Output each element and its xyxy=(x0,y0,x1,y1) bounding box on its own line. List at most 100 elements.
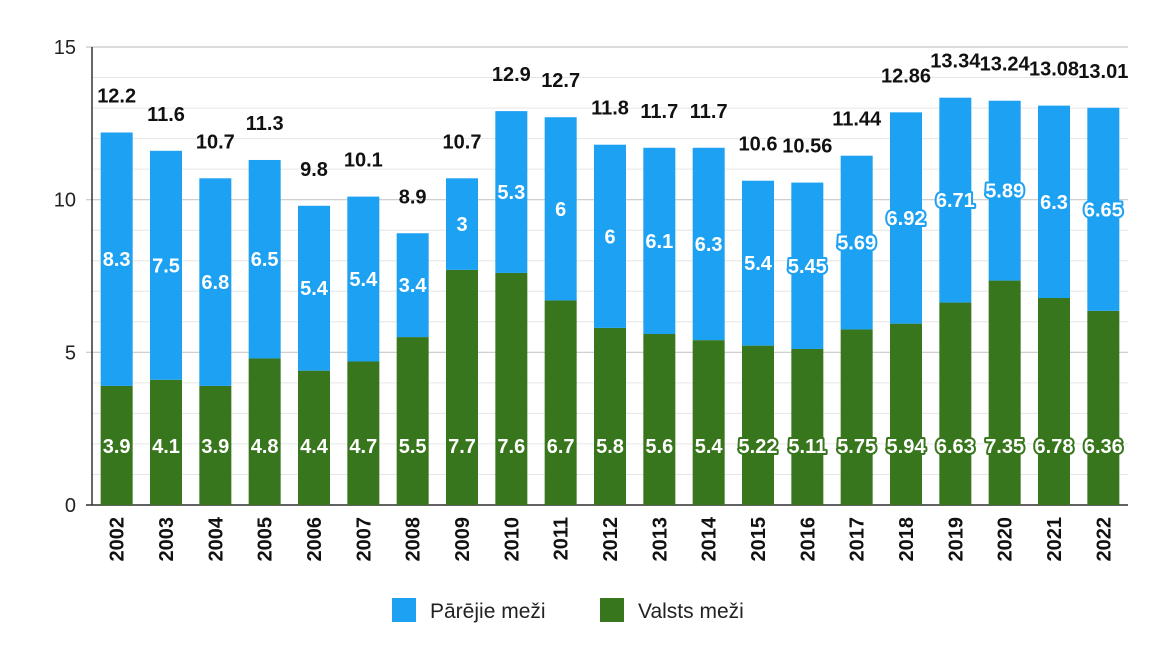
data-label-parejie-mezi: 8.3 xyxy=(103,249,131,271)
total-label: 10.1 xyxy=(344,150,383,172)
bar-valsts-mezi xyxy=(840,329,873,505)
bar-valsts-mezi xyxy=(890,323,922,505)
x-tick-label: 2016 xyxy=(797,517,819,562)
data-label-parejie-mezi: 6.8 xyxy=(201,272,229,294)
x-tick-label: 2019 xyxy=(945,517,967,562)
data-label-valsts-mezi: 3.9 xyxy=(103,436,131,458)
x-tick-label: 2006 xyxy=(304,517,326,562)
data-label-valsts-mezi: 6.78 xyxy=(1035,436,1074,458)
data-label-valsts-mezi: 5.11 xyxy=(788,436,826,458)
data-label-valsts-mezi: 3.9 xyxy=(201,436,229,458)
bar-parejie-mezi xyxy=(890,112,922,324)
data-label-valsts-mezi: 5.6 xyxy=(645,436,673,458)
bar-parejie-mezi xyxy=(298,205,330,371)
x-tick-label: 2005 xyxy=(255,517,277,562)
x-tick-label: 2009 xyxy=(452,517,474,562)
x-tick-label: 2002 xyxy=(107,517,129,562)
y-tick-label: 15 xyxy=(54,37,76,59)
x-tick-label: 2020 xyxy=(995,517,1017,562)
x-tick-label: 2021 xyxy=(1044,517,1066,562)
bar-parejie-mezi xyxy=(248,159,281,359)
data-label-valsts-mezi: 5.5 xyxy=(399,436,427,458)
x-tick-label: 2018 xyxy=(896,517,918,562)
bar-parejie-mezi xyxy=(1087,107,1120,311)
bar-valsts-mezi xyxy=(248,358,281,505)
bar-valsts-mezi xyxy=(199,385,232,505)
x-tick-label: 2003 xyxy=(156,517,178,562)
bar-valsts-mezi xyxy=(150,379,182,505)
x-tick-label: 2014 xyxy=(699,516,721,561)
x-tick-label: 2011 xyxy=(551,517,573,560)
bar-parejie-mezi xyxy=(100,132,133,386)
data-label-valsts-mezi: 4.4 xyxy=(300,436,329,458)
data-label-valsts-mezi: 7.7 xyxy=(448,436,476,458)
total-label: 12.7 xyxy=(541,70,580,92)
data-label-valsts-mezi: 6.7 xyxy=(547,436,575,458)
bar-valsts-mezi xyxy=(988,280,1021,505)
total-label: 9.8 xyxy=(300,159,328,181)
total-label: 10.56 xyxy=(782,136,832,158)
total-label: 10.6 xyxy=(739,134,778,156)
bar-valsts-mezi xyxy=(495,272,528,505)
bar-valsts-mezi xyxy=(939,302,972,505)
total-label: 11.6 xyxy=(147,104,185,126)
data-label-parejie-mezi: 6 xyxy=(604,226,615,248)
x-tick-label: 2013 xyxy=(649,517,671,562)
total-label: 12.9 xyxy=(492,64,531,86)
bar-valsts-mezi xyxy=(1038,297,1070,505)
bars xyxy=(100,97,1120,505)
bar-parejie-mezi xyxy=(1038,105,1070,298)
data-label-valsts-mezi: 7.35 xyxy=(985,436,1024,458)
data-label-valsts-mezi: 5.94 xyxy=(887,436,927,458)
total-label: 12.2 xyxy=(97,85,136,107)
bar-parejie-mezi xyxy=(643,147,676,335)
data-label-parejie-mezi: 5.4 xyxy=(349,269,378,291)
total-label: 13.08 xyxy=(1029,59,1079,81)
bar-parejie-mezi xyxy=(150,150,182,380)
total-label: 12.86 xyxy=(881,65,931,87)
total-label: 13.34 xyxy=(930,51,981,73)
x-tick-label: 2007 xyxy=(353,517,375,562)
bar-valsts-mezi xyxy=(1087,310,1120,505)
total-label: 10.7 xyxy=(443,131,482,153)
data-label-parejie-mezi: 6.71 xyxy=(936,190,975,212)
data-label-parejie-mezi: 6.1 xyxy=(645,231,673,253)
data-label-valsts-mezi: 5.8 xyxy=(596,436,624,458)
total-label: 11.3 xyxy=(246,113,284,135)
data-label-valsts-mezi: 4.7 xyxy=(349,436,377,458)
data-label-parejie-mezi: 5.4 xyxy=(744,253,773,275)
legend-label: Valsts meži xyxy=(638,600,744,623)
data-label-parejie-mezi: 6 xyxy=(555,199,566,221)
data-label-parejie-mezi: 3 xyxy=(456,214,467,236)
data-label-parejie-mezi: 5.3 xyxy=(497,182,525,204)
bar-valsts-mezi xyxy=(396,337,429,505)
total-label: 10.7 xyxy=(196,131,235,153)
x-tick-label: 2010 xyxy=(501,517,523,562)
x-tick-label: 2022 xyxy=(1093,517,1115,562)
bar-valsts-mezi xyxy=(692,340,725,505)
y-tick-label: 5 xyxy=(65,342,76,364)
y-tick-label: 0 xyxy=(65,495,76,517)
legend-swatch xyxy=(392,598,416,622)
data-label-valsts-mezi: 5.4 xyxy=(695,436,724,458)
data-label-parejie-mezi: 7.5 xyxy=(152,255,180,277)
total-label: 13.24 xyxy=(980,54,1031,76)
x-tick-label: 2017 xyxy=(847,517,869,562)
total-label: 13.01 xyxy=(1078,61,1128,83)
bar-valsts-mezi xyxy=(742,345,774,505)
bar-parejie-mezi xyxy=(347,196,380,362)
bar-valsts-mezi xyxy=(298,370,330,505)
data-labels: 3.9 8.3 12.2 4.1 7.5 11.6 3.9 6.8 10.7 4.8 6.5 11.3… xyxy=(97,51,1128,460)
bar-parejie-mezi xyxy=(692,147,725,341)
data-label-parejie-mezi: 5.45 xyxy=(788,256,827,278)
data-label-parejie-mezi: 6.5 xyxy=(251,249,279,271)
total-label: 11.7 xyxy=(640,101,678,123)
data-label-valsts-mezi: 6.36 xyxy=(1084,436,1123,458)
bar-parejie-mezi xyxy=(840,155,873,330)
legend-label: Pārējie meži xyxy=(430,600,546,623)
data-label-valsts-mezi: 6.63 xyxy=(936,436,975,458)
bar-valsts-mezi xyxy=(643,334,676,505)
data-label-valsts-mezi: 5.75 xyxy=(837,436,876,458)
data-label-parejie-mezi: 5.69 xyxy=(837,233,876,255)
bar-valsts-mezi xyxy=(594,327,626,505)
